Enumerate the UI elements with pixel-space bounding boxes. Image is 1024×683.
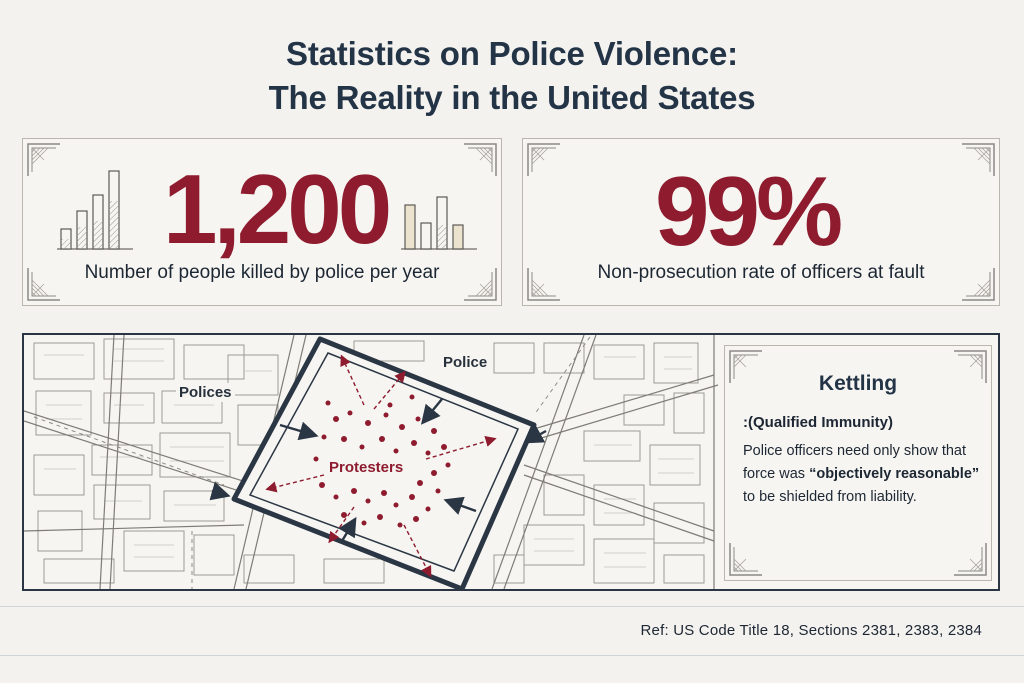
corner-ornament	[526, 142, 562, 178]
corner-ornament	[728, 541, 764, 577]
footer-band	[0, 606, 1024, 656]
stat-card-killed: 1,200 Number of people killed by police …	[22, 138, 502, 306]
corner-ornament	[26, 142, 62, 178]
title-line-2: The Reality in the United States	[268, 79, 756, 116]
map-label-polices: Polices	[176, 383, 235, 402]
bar-chart-icon	[57, 170, 133, 250]
kettling-info-box: Kettling :(Qualified Immunity) Police of…	[724, 345, 992, 581]
info-body-text: Police officers need only show that forc…	[743, 443, 967, 482]
corner-ornament	[462, 142, 498, 178]
info-title: Kettling	[818, 372, 898, 395]
stat-label-prosecution: Non-prosecution rate of officers at faul…	[597, 262, 925, 283]
corner-ornament	[960, 266, 996, 302]
kettling-map-panel: Polices Police Protesters Kettling :(Qua…	[22, 333, 1000, 591]
corner-ornament	[960, 142, 996, 178]
corner-ornament	[728, 349, 764, 385]
map-label-police: Police	[440, 353, 491, 372]
stat-card-prosecution: 99% Non-prosecution rate of officers at …	[522, 138, 1000, 306]
info-body-emphasis: “objectively reasonable”	[809, 466, 980, 482]
page-title: Statistics on Police Violence: The Reali…	[0, 32, 1024, 120]
corner-ornament	[952, 349, 988, 385]
map-label-protesters: Protesters	[326, 458, 407, 477]
corner-ornament	[526, 266, 562, 302]
bar-chart-icon	[401, 196, 477, 250]
title-line-1: Statistics on Police Violence:	[286, 35, 738, 72]
corner-ornament	[952, 541, 988, 577]
stat-value-prosecution: 99%	[655, 156, 843, 266]
corner-ornament	[462, 266, 498, 302]
stat-label-killed: Number of people killed by police per ye…	[84, 262, 440, 283]
info-body: Police officers need only show that forc…	[743, 440, 983, 509]
reference-text: Ref: US Code Title 18, Sections 2381, 23…	[640, 622, 982, 639]
info-subtitle: :(Qualified Immunity)	[743, 414, 893, 431]
info-body-text-end: to be shielded from liability.	[743, 489, 917, 505]
corner-ornament	[26, 266, 62, 302]
stat-value-killed: 1,200	[163, 154, 392, 264]
